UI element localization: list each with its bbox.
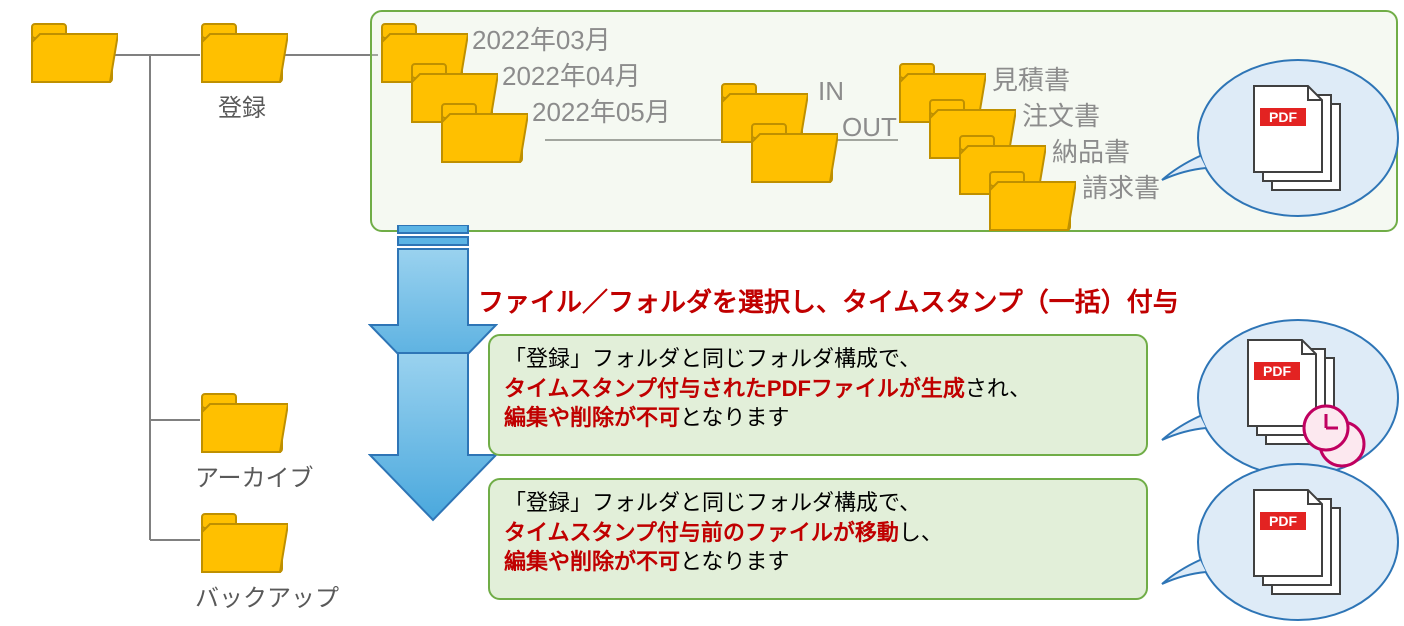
label-doc-2: 納品書 — [1052, 132, 1130, 169]
action-line: ファイル／フォルダを選択し、タイムスタンプ（一括）付与 — [478, 282, 1179, 319]
desc-backup: 「登録」フォルダと同じフォルダ構成で、 タイムスタンプ付与前のファイルが移動し、… — [504, 488, 1140, 577]
folder-root — [30, 20, 118, 91]
desc-archive: 「登録」フォルダと同じフォルダ構成で、 タイムスタンプ付与されたPDFファイルが… — [504, 344, 1140, 433]
folder-date-2 — [440, 100, 528, 171]
label-doc-1: 注文書 — [1022, 96, 1100, 133]
folder-archive — [200, 390, 288, 461]
label-archive: アーカイブ — [195, 458, 314, 493]
pdf-badge-2: PDF — [1263, 363, 1291, 379]
label-backup: バックアップ — [195, 578, 339, 613]
folder-register — [200, 20, 288, 91]
archive-l3a: 編集や削除が不可 — [504, 405, 680, 430]
backup-l2a: タイムスタンプ付与前のファイルが移動 — [504, 520, 899, 545]
label-register: 登録 — [218, 88, 266, 123]
label-date-2: 2022年05月 — [532, 92, 671, 129]
archive-l1: 「登録」フォルダと同じフォルダ構成で、 — [504, 346, 921, 371]
archive-l2b: され、 — [965, 376, 1031, 401]
bubble-pdf-backup: PDF — [1158, 458, 1404, 626]
pdf-badge-3: PDF — [1269, 513, 1297, 529]
pdf-badge-1: PDF — [1269, 109, 1297, 125]
label-in: IN — [818, 76, 844, 107]
arrow-down-icon — [368, 225, 498, 525]
backup-l3b: となります — [680, 549, 789, 574]
archive-l2a: タイムスタンプ付与されたPDFファイルが生成 — [504, 376, 965, 401]
folder-backup — [200, 510, 288, 581]
label-out: OUT — [842, 112, 897, 143]
label-date-0: 2022年03月 — [472, 20, 611, 57]
backup-l1: 「登録」フォルダと同じフォルダ構成で、 — [504, 490, 921, 515]
label-doc-3: 請求書 — [1082, 168, 1160, 205]
backup-l2b: し、 — [899, 520, 943, 545]
label-date-1: 2022年04月 — [502, 56, 641, 93]
archive-l3b: となります — [680, 405, 789, 430]
backup-l3a: 編集や削除が不可 — [504, 549, 680, 574]
folder-doc-3 — [988, 168, 1076, 239]
label-doc-0: 見積書 — [992, 60, 1070, 97]
bubble-pdf-top: PDF — [1158, 54, 1404, 222]
folder-out — [750, 120, 838, 191]
